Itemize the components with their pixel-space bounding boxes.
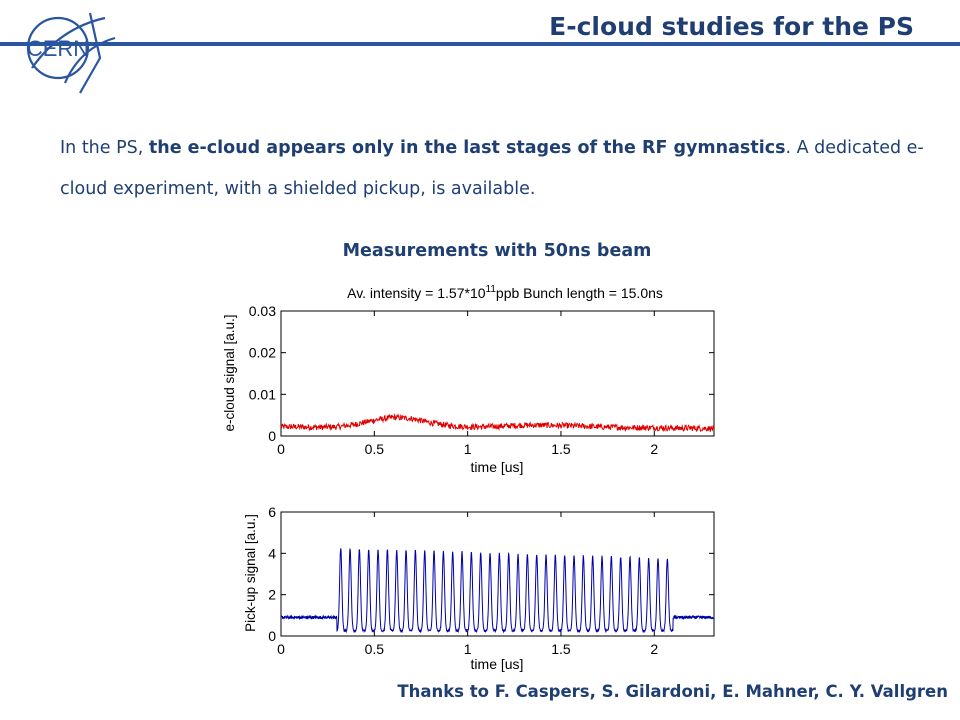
intro-text-start: In the PS, [60, 138, 149, 158]
intro-paragraph: In the PS, the e-cloud appears only in t… [60, 128, 930, 210]
measurement-charts: Av. intensity = 1.57*1011ppb Bunch lengt… [222, 284, 715, 672]
ecloud-y-tick-label: 0.01 [249, 386, 276, 402]
ecloud-x-tick-label: 1.5 [551, 441, 571, 457]
measurements-heading: Measurements with 50ns beam [342, 241, 652, 261]
cern-logo: CERN [27, 12, 116, 94]
ecloud-chart: Av. intensity = 1.57*1011ppb Bunch lengt… [222, 284, 715, 475]
pickup-chart: 0 2 4 6 0 0.5 1 1.5 2 time [us] Pick-up signal … [243, 504, 715, 672]
ecloud-chart-title-suffix: ppb Bunch length = 15.0ns [496, 285, 663, 301]
ecloud-series-line [280, 413, 715, 433]
pickup-x-tick-label: 1.5 [551, 641, 571, 657]
pickup-x-tick-label: 0.5 [365, 641, 385, 657]
ecloud-x-tick-label: 0 [277, 441, 285, 457]
pickup-x-tick-label: 2 [650, 641, 658, 657]
pickup-y-tick-label: 6 [268, 504, 276, 520]
pickup-plot-frame [280, 511, 715, 637]
pickup-y-axis-label: Pick-up signal [a.u.] [243, 514, 258, 632]
ecloud-y-axis-label: e-cloud signal [a.u.] [222, 314, 237, 431]
acknowledgements: Thanks to F. Caspers, S. Gilardoni, E. M… [397, 682, 948, 701]
page-title: E-cloud studies for the PS [545, 12, 918, 41]
intro-text-emphasis: the e-cloud appears only in the last sta… [148, 138, 786, 158]
header-divider [0, 42, 960, 46]
pickup-y-tick-label: 0 [268, 628, 276, 644]
ecloud-x-axis-label: time [us] [471, 459, 524, 475]
ecloud-chart-title-prefix: Av. intensity = 1.57*10 [347, 285, 486, 301]
pickup-y-tick-label: 2 [268, 587, 276, 603]
pickup-x-tick-label: 1 [464, 641, 472, 657]
pickup-x-tick-label: 0 [277, 641, 285, 657]
pickup-x-axis-label: time [us] [471, 656, 524, 672]
pickup-series-line [280, 547, 715, 634]
ecloud-x-tick-label: 1 [464, 441, 472, 457]
ecloud-y-tick-label: 0 [268, 428, 276, 444]
ecloud-x-tick-label: 2 [650, 441, 658, 457]
intro-text-end: . A dedicated e-cloud experiment, with a… [60, 138, 924, 199]
ecloud-chart-title: Av. intensity = 1.57*1011ppb Bunch lengt… [347, 284, 663, 301]
ecloud-chart-title-exponent: 11 [486, 284, 497, 295]
ecloud-y-tick-label: 0.03 [249, 303, 276, 319]
pickup-y-tick-label: 4 [268, 545, 276, 561]
ecloud-y-tick-label: 0.02 [249, 345, 276, 361]
ecloud-x-tick-label: 0.5 [365, 441, 385, 457]
logo-text: CERN [27, 36, 89, 61]
ecloud-plot-frame [280, 310, 715, 437]
